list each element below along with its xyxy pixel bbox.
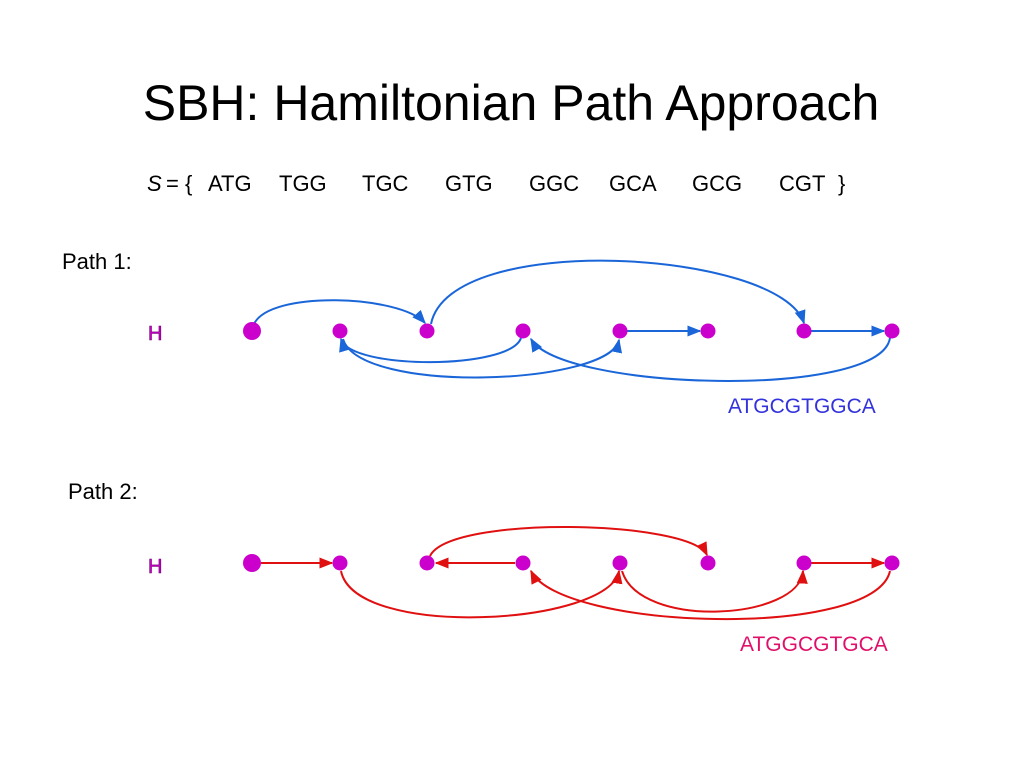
set-item: TGG: [279, 171, 327, 196]
node: [332, 323, 348, 339]
result: ATGCGTGGCA: [728, 395, 876, 418]
set-item: GCA: [609, 171, 657, 196]
node: [243, 322, 261, 340]
set-line: S = { ATG TGG TGC GTG GGC GCA GCG CGT }: [147, 171, 845, 196]
node: [796, 323, 812, 339]
set-item: TGC: [362, 171, 409, 196]
set-item: ATG: [208, 171, 252, 196]
node: [796, 555, 812, 571]
node: [700, 323, 716, 339]
node: [332, 555, 348, 571]
node: [612, 555, 628, 571]
set-close: }: [838, 171, 845, 196]
set-item: GTG: [445, 171, 493, 196]
node: [419, 555, 435, 571]
start-label: H: [148, 556, 162, 578]
node: [700, 555, 716, 571]
title: SBH: Hamiltonian Path Approach: [143, 75, 880, 131]
path-label: Path 1:: [62, 249, 132, 274]
path2-nodes: [243, 554, 900, 572]
set-item: GCG: [692, 171, 742, 196]
node: [243, 554, 261, 572]
node: [884, 555, 900, 571]
node: [884, 323, 900, 339]
set-open: = {: [166, 171, 192, 196]
result: ATGGCGTGCA: [740, 633, 888, 656]
set-item: CGT: [779, 171, 825, 196]
set-item: GGC: [529, 171, 579, 196]
start-label: H: [148, 323, 162, 345]
path1-edges: [253, 259, 891, 382]
set-symbol: S: [147, 171, 162, 196]
path1-nodes: [243, 322, 900, 340]
path2-edges: [261, 526, 891, 620]
path-label: Path 2:: [68, 479, 138, 504]
node: [515, 555, 531, 571]
node: [419, 323, 435, 339]
node: [612, 323, 628, 339]
node: [515, 323, 531, 339]
